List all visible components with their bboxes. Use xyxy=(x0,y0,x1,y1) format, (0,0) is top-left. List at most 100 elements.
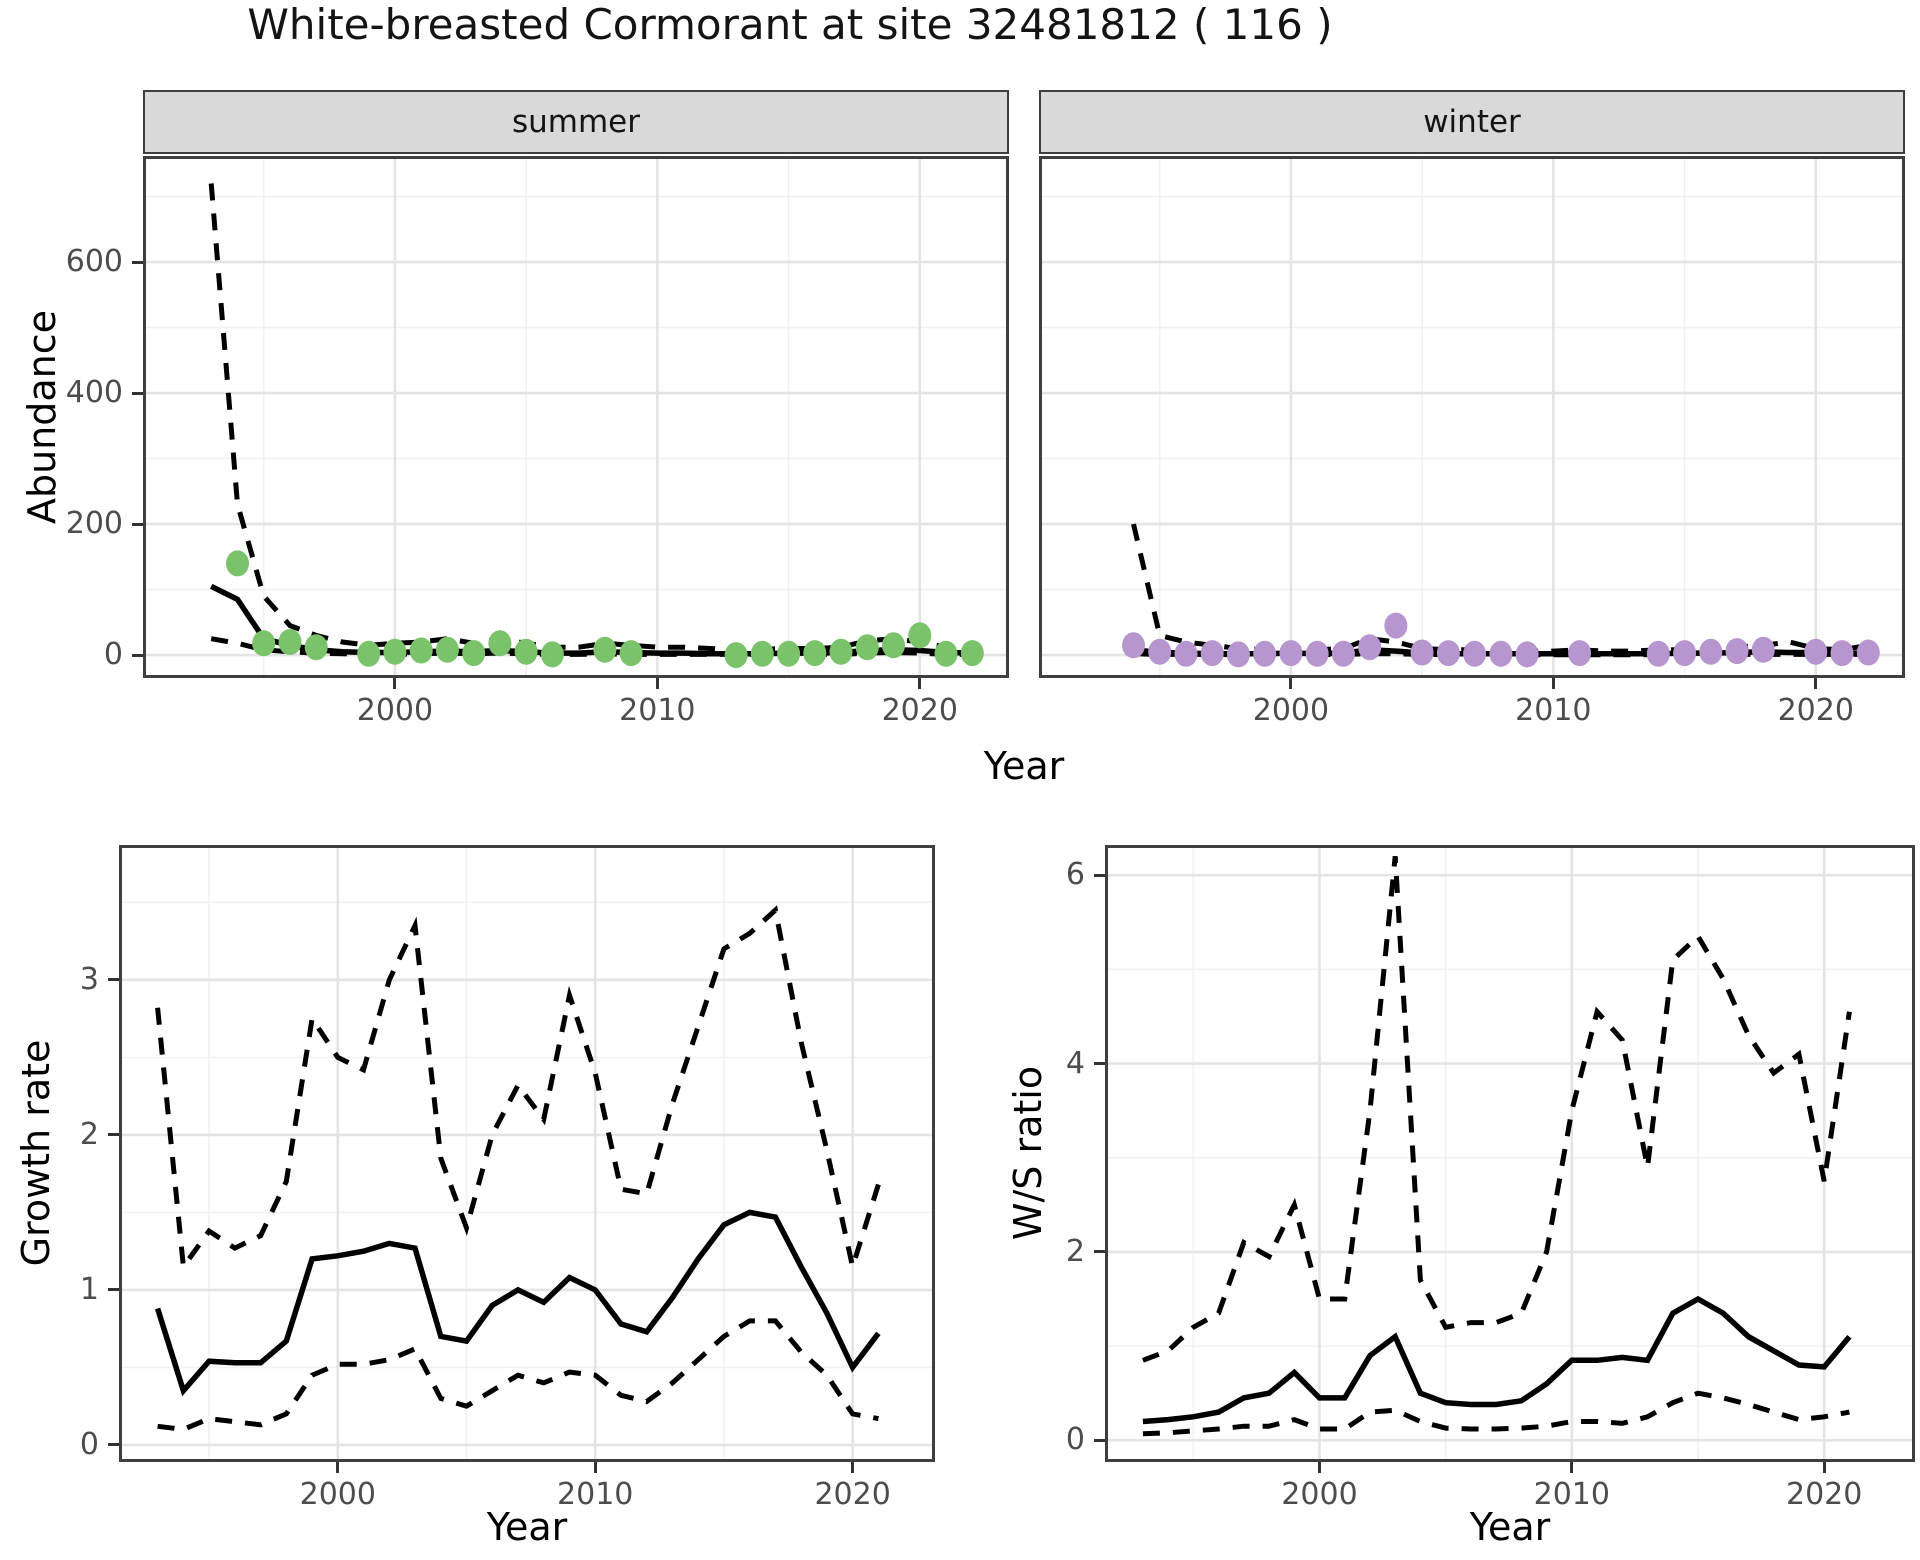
y-tick-label: 0 xyxy=(1065,1422,1085,1458)
data-point-observed_abundance_winter xyxy=(1200,640,1224,667)
x-tick-label: 2010 xyxy=(1533,1477,1610,1512)
facet-strip-winter: winter xyxy=(1039,90,1905,154)
panel-border xyxy=(1039,156,1905,678)
x-tick-label: 2010 xyxy=(557,1477,634,1512)
x-tick-mark xyxy=(655,678,659,689)
x-tick-label: 2000 xyxy=(356,693,434,728)
x-tick-mark xyxy=(851,1462,855,1473)
x-tick-label: 2020 xyxy=(881,693,958,728)
series-upper_ci xyxy=(155,905,881,1277)
y-tick-label: 2 xyxy=(79,1116,99,1152)
series-median_growth_rate xyxy=(154,1209,881,1397)
x-tick-label: 2000 xyxy=(1252,693,1330,728)
x-axis-title-top: Year xyxy=(983,744,1065,788)
data-point-observed_abundance_winter xyxy=(1148,638,1172,665)
series-upper_ci xyxy=(1142,856,1852,1363)
data-point-observed_abundance_winter xyxy=(1174,640,1198,667)
data-point-observed_abundance_summer xyxy=(488,630,512,657)
y-tick-mark xyxy=(132,391,143,395)
panel-border xyxy=(1105,845,1915,1462)
y-tick-label: 600 xyxy=(65,244,123,280)
data-point-observed_abundance_summer xyxy=(803,640,827,667)
data-point-observed_abundance_winter xyxy=(1384,612,1408,639)
data-point-observed_abundance_winter xyxy=(1489,640,1513,667)
y-tick-mark xyxy=(1094,1062,1105,1066)
y-tick-mark xyxy=(132,653,143,657)
data-point-observed_abundance_summer xyxy=(593,636,617,663)
data-point-observed_abundance_summer xyxy=(855,634,879,661)
y-tick-mark xyxy=(108,1443,119,1447)
y-tick-mark xyxy=(132,260,143,264)
y-tick-mark xyxy=(132,522,143,526)
x-tick-mark xyxy=(1551,678,1555,689)
y-tick-mark xyxy=(1094,1438,1105,1442)
x-tick-mark xyxy=(1317,1462,1321,1473)
y-tick-label: 6 xyxy=(1065,857,1085,893)
y-axis-title-growth-rate: Growth rate xyxy=(14,1039,58,1267)
data-point-observed_abundance_winter xyxy=(1436,640,1460,667)
figure-title: White-breasted Cormorant at site 3248181… xyxy=(247,0,1333,49)
y-tick-label: 0 xyxy=(79,1426,99,1462)
data-point-observed_abundance_summer xyxy=(383,638,407,665)
data-point-observed_abundance_summer xyxy=(934,640,958,667)
y-tick-mark xyxy=(108,1133,119,1137)
data-point-observed_abundance_summer xyxy=(960,640,984,667)
data-point-observed_abundance_summer xyxy=(462,640,486,667)
facet-strip-summer-label: summer xyxy=(511,104,640,140)
panel-border xyxy=(119,845,935,1462)
data-point-observed_abundance_winter xyxy=(1673,640,1697,667)
y-tick-mark xyxy=(108,978,119,982)
series-median_ws_ratio xyxy=(1142,1295,1852,1425)
data-point-observed_abundance_winter xyxy=(1646,640,1670,667)
x-tick-label: 2020 xyxy=(814,1477,891,1512)
y-tick-label: 2 xyxy=(1065,1233,1085,1269)
y-tick-label: 4 xyxy=(1065,1045,1085,1081)
y-tick-mark xyxy=(1094,1250,1105,1254)
x-tick-label: 2000 xyxy=(1281,1477,1358,1512)
series-lower_ci xyxy=(1142,1390,1850,1437)
data-point-observed_abundance_summer xyxy=(435,636,459,663)
y-tick-label: 1 xyxy=(79,1271,99,1307)
data-point-observed_abundance_winter xyxy=(1331,640,1355,667)
y-tick-label: 3 xyxy=(79,961,99,997)
x-tick-label: 2020 xyxy=(1785,1477,1863,1512)
x-tick-mark xyxy=(1570,1462,1574,1473)
data-point-observed_abundance_summer xyxy=(409,637,433,664)
x-tick-label: 2020 xyxy=(1777,693,1854,728)
data-point-observed_abundance_summer xyxy=(252,630,276,657)
data-point-observed_abundance_winter xyxy=(1410,639,1434,666)
data-point-observed_abundance_winter xyxy=(1305,640,1329,667)
x-tick-label: 2010 xyxy=(619,693,696,728)
data-point-observed_abundance_summer xyxy=(540,641,564,668)
panel-border xyxy=(143,156,1009,678)
data-point-observed_abundance_summer xyxy=(777,640,801,667)
data-point-observed_abundance_winter xyxy=(1699,638,1723,665)
x-tick-label: 2000 xyxy=(299,1477,376,1512)
y-tick-mark xyxy=(1094,873,1105,877)
y-tick-mark xyxy=(108,1288,119,1292)
x-tick-mark xyxy=(1814,678,1818,689)
data-point-observed_abundance_summer xyxy=(908,622,932,649)
series-upper_ci xyxy=(208,183,973,653)
x-tick-mark xyxy=(918,678,922,689)
x-tick-label: 2010 xyxy=(1515,693,1592,728)
data-point-observed_abundance_winter xyxy=(1515,641,1539,668)
panel-winter xyxy=(1039,156,1905,678)
x-axis-title-ratio: Year xyxy=(1469,1505,1551,1549)
facet-strip-summer: summer xyxy=(143,90,1009,154)
facet-strip-winter-label: winter xyxy=(1423,104,1521,140)
panel-growth xyxy=(119,845,935,1462)
data-point-observed_abundance_summer xyxy=(357,640,381,667)
data-point-observed_abundance_winter xyxy=(1830,640,1854,667)
data-point-observed_abundance_summer xyxy=(226,550,249,577)
data-point-observed_abundance_winter xyxy=(1358,634,1382,661)
panel-ratio xyxy=(1105,845,1915,1462)
data-point-observed_abundance_winter xyxy=(1226,641,1250,668)
x-tick-mark xyxy=(1289,678,1293,689)
data-point-observed_abundance_summer xyxy=(750,640,774,667)
data-point-observed_abundance_summer xyxy=(882,632,905,659)
panel-summer xyxy=(143,156,1009,678)
data-point-observed_abundance_summer xyxy=(829,638,853,665)
data-point-observed_abundance_winter xyxy=(1253,640,1277,667)
data-point-observed_abundance_winter xyxy=(1463,640,1487,667)
